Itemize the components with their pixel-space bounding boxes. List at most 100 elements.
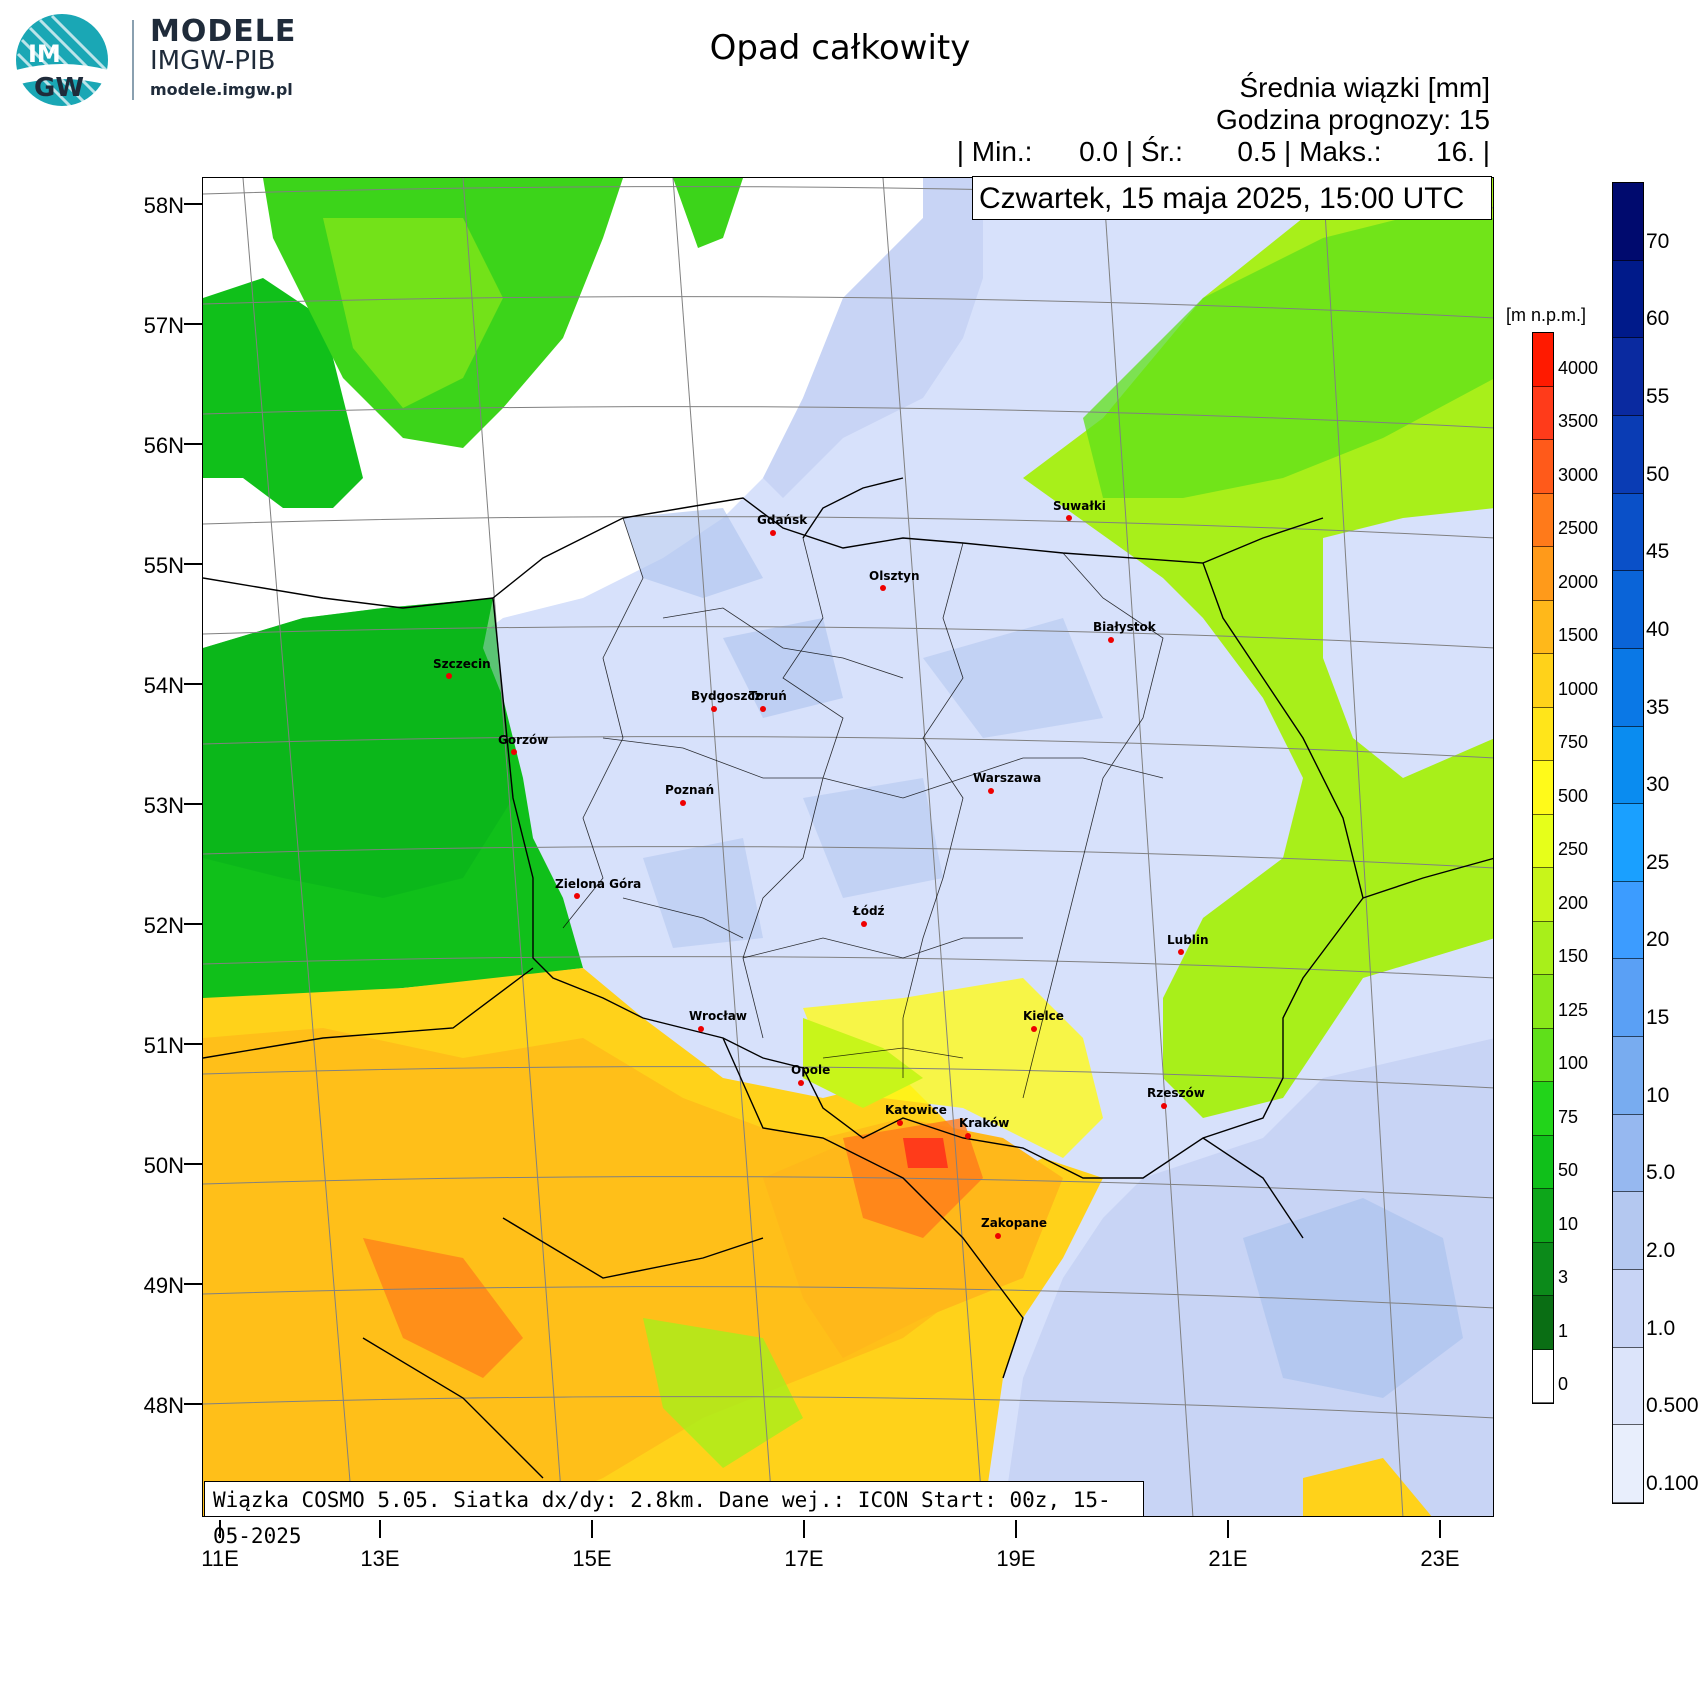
colorbar-label: 2.0 [1646,1239,1676,1263]
city-dot-suwalki [1066,515,1072,521]
city-label: Szczecin [433,657,491,671]
precipitation-labels: 70 60 55 50 45 40 35 30 25 20 15 10 5.0 2.0 1.0 0.500 0.… [1646,182,1700,1502]
city-label: Rzeszów [1147,1086,1205,1100]
colorbar-label: 1.0 [1646,1316,1676,1340]
colorbar-label: 1000 [1558,678,1599,699]
colorbar-label: 45 [1646,540,1670,564]
east-light-patch [1323,508,1493,778]
colorbar-label: 500 [1558,785,1589,806]
city-label: Zielona Góra [555,877,641,891]
lon-label: 17E [784,1546,824,1571]
city-label: Zakopane [981,1216,1047,1230]
city-dot-zakopane [995,1233,1001,1239]
svg-text:GW: GW [34,73,84,103]
colorbar-label: 10 [1646,1083,1670,1107]
colorbar-label: 10 [1558,1213,1579,1234]
colorbar-segment [1613,726,1643,805]
country-borders [203,477,1493,1479]
svg-text:IM: IM [28,40,61,68]
lat-ticks [184,203,202,1405]
colorbar-label: 40 [1646,617,1670,641]
colorbar-segment [1613,338,1643,416]
city-dot-lublin [1178,949,1184,955]
germany-north-dark [203,598,513,898]
colorbar-segment [1613,260,1643,339]
colorbar-segment [1533,1296,1553,1350]
city-dot-warszawa [988,788,994,794]
gotland-land [673,178,743,248]
elevation-labels: 4000 3500 3000 2500 2000 1500 1000 750 500 250 200… [1558,332,1618,1402]
colorbar-label: 50 [1646,462,1670,486]
colorbar-segment [1613,1270,1643,1348]
tatra-peak [903,1138,948,1168]
city-label: Suwałki [1053,499,1106,513]
city-dot-poznan [680,800,686,806]
colorbar-segment [1533,707,1553,761]
lon-label: 23E [1420,1546,1460,1571]
colorbar-segment [1533,1082,1553,1136]
colorbar-segment [1533,600,1553,654]
colorbar-label: 5.0 [1646,1161,1676,1185]
colorbar-label: 1500 [1558,625,1599,645]
colorbar-label: 3000 [1558,464,1599,485]
model-info-footer: Wiązka COSMO 5.05. Siatka dx/dy: 2.8km. … [204,1481,1144,1548]
city-dot-gorzow [511,749,517,755]
logo: IM GW [10,10,300,110]
colorbar-label: 4000 [1558,357,1599,378]
city-label: Katowice [885,1103,947,1117]
bottom-right-upland [1303,1458,1432,1516]
lat-label: 49N [143,1273,184,1298]
silesia-upland [803,1018,923,1108]
colorbar-segment [1613,1037,1643,1115]
lat-label: 52N [143,913,184,938]
city-label: Lublin [1167,933,1209,947]
brand-url[interactable]: modele.imgw.pl [150,80,293,99]
precip-streak [623,508,763,598]
sumava-high [363,1238,523,1378]
colorbar-segment [1533,493,1553,547]
precip-streak [723,618,843,718]
colorbar-label: 75 [1558,1106,1579,1127]
colorbar-segment [1533,1349,1553,1403]
precipitation-map[interactable]: Gdańsk Olsztyn Suwałki Białystok Szczeci… [202,177,1494,1517]
city-markers [446,515,1184,1239]
precip-streak [923,618,1103,738]
lat-label: 50N [143,1153,184,1178]
colorbar-segment [1533,1028,1553,1082]
city-label: Warszawa [973,771,1041,785]
colorbar-segment [1613,804,1643,882]
colorbar-segment [1533,547,1553,601]
brand-name: MODELE [150,14,297,49]
danube-lowland [643,1318,803,1468]
city-dot-katowice [897,1120,903,1126]
city-label: Kielce [1023,1009,1064,1023]
colorbar-label: 125 [1558,999,1589,1020]
colorbar-label: 15 [1646,1006,1670,1030]
baltic-east-green [1083,218,1493,498]
lat-label: 55N [143,553,184,578]
colorbar-segment [1533,333,1553,387]
city-label: Kraków [959,1116,1009,1130]
colorbar-label: 150 [1558,946,1589,966]
city-label: Białystok [1093,620,1157,634]
colorbar-label: 30 [1646,773,1670,797]
city-label: Bydgoszcz [691,689,762,703]
colorbar-label: 100 [1558,1053,1589,1073]
info-variable: Średnia wiązki [mm] [1239,72,1490,103]
precip-streak [643,838,763,948]
colorbar-segment [1613,1425,1643,1503]
city-dot-bydgoszcz [711,706,717,712]
colorbar-label: 200 [1558,892,1589,913]
southeast-precip-dense [1243,1198,1463,1398]
colorbar-segment [1613,183,1643,261]
lat-label: 56N [143,433,184,458]
city-label: Gdańsk [757,513,808,527]
colorbar-segment [1533,761,1553,815]
sweden-highland [323,218,503,408]
colorbar-label: 25 [1646,850,1670,874]
lat-label: 51N [143,1033,184,1058]
colorbar-segment [1533,921,1553,975]
southeast-precip [1003,1038,1493,1516]
logo-divider [132,20,134,100]
colorbar-segment [1613,1114,1643,1193]
